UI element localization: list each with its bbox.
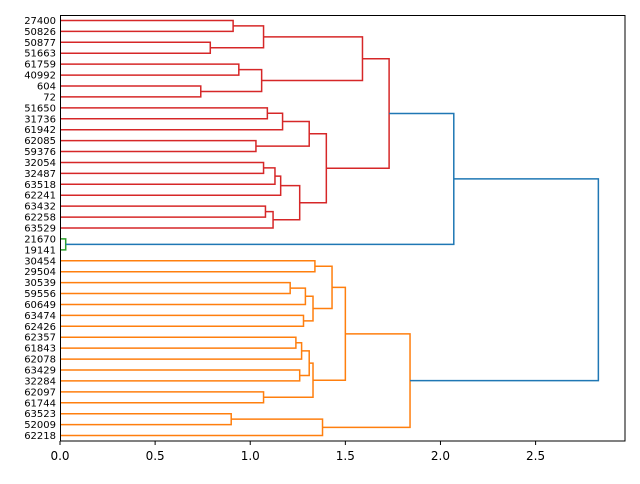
dendrogram-link (273, 184, 301, 221)
leaf-label: 50877 (24, 38, 56, 49)
leaf-label: 50826 (24, 27, 56, 38)
leaf-label: 60649 (24, 300, 56, 311)
leaf-label: 63529 (24, 224, 56, 235)
leaf-label: 63432 (24, 202, 56, 213)
leaf-label: 59376 (24, 147, 56, 158)
dendrogram-link (65, 112, 455, 246)
leaf-label: 32487 (24, 169, 56, 180)
dendrogram-link (60, 167, 276, 186)
dendrogram-link (60, 391, 265, 404)
leaf-label: 62078 (24, 355, 56, 366)
dendrogram-link (60, 107, 269, 120)
axes-frame (60, 15, 626, 442)
dendrogram-link (410, 178, 600, 382)
leaf-label: 62258 (24, 213, 56, 224)
leaf-label: 61843 (24, 344, 56, 355)
dendrogram-link (60, 205, 267, 218)
leaf-label: 61744 (24, 398, 56, 409)
dendrogram-link (60, 19, 234, 33)
leaf-label: 32054 (24, 158, 56, 169)
dendrogram-link (60, 260, 316, 273)
leaf-label: 62426 (24, 322, 56, 333)
x-axis-ticks: 0.0 0.5 1.0 1.5 2.0 2.5 (50, 441, 545, 463)
leaf-label: 21670 (24, 234, 56, 245)
leaf-label: 32284 (24, 376, 56, 387)
leaf-label: 30454 (24, 256, 56, 267)
dendrogram-link (60, 336, 297, 349)
dendrogram-link (303, 295, 314, 322)
dendrogram-link (299, 133, 328, 204)
leaf-label: 51663 (24, 49, 56, 60)
leaf-label: 72 (43, 92, 56, 103)
leaf-label: 29504 (24, 267, 56, 278)
dendrogram-link (60, 112, 284, 131)
dendrogram-link (210, 25, 265, 49)
dendrogram-link (60, 63, 240, 76)
dendrogram-link (200, 68, 263, 93)
dendrogram-links (60, 19, 600, 437)
dendrogram-link (60, 341, 303, 360)
dendrogram-link (326, 57, 390, 170)
leaf-label: 51650 (24, 103, 56, 114)
leaf-label: 30539 (24, 278, 56, 289)
leaf-label: 604 (37, 82, 56, 93)
leaf-label: 61942 (24, 125, 56, 136)
leaf-label: 63523 (24, 409, 56, 420)
leaf-label: 19141 (24, 245, 56, 256)
x-tick-label: 0.0 (50, 449, 69, 463)
leaf-label: 61759 (24, 60, 56, 71)
leaf-label: 31736 (24, 114, 56, 125)
leaf-label: 62085 (24, 136, 56, 147)
dendrogram-link (60, 314, 305, 328)
leaf-label: 27400 (24, 16, 56, 27)
x-tick-label: 0.5 (146, 449, 165, 463)
dendrogram-link (261, 36, 364, 82)
x-tick-label: 2.5 (526, 449, 545, 463)
dendrogram-link (263, 362, 314, 399)
leaf-label: 40992 (24, 71, 56, 82)
dendrogram-link (313, 265, 333, 310)
dendrogram-link (60, 175, 282, 196)
dendrogram-link (313, 286, 347, 381)
dendrogram-link (60, 139, 257, 153)
leaf-label: 62357 (24, 333, 56, 344)
leaf-label: 63474 (24, 311, 56, 322)
leaf-label: 52009 (24, 420, 56, 431)
dendrogram-link (60, 369, 301, 382)
x-tick-label: 2.0 (431, 449, 450, 463)
leaf-label: 62241 (24, 191, 56, 202)
leaf-label: 63429 (24, 366, 56, 377)
dendrogram-link (60, 418, 324, 437)
dendrogram-link (60, 281, 291, 295)
dendrogram-link (60, 161, 265, 175)
dendrogram-link (60, 85, 202, 98)
dendrogram-link (60, 287, 307, 306)
dendrogram-link (60, 41, 212, 54)
leaf-label: 59556 (24, 289, 56, 300)
leaf-label: 63518 (24, 180, 56, 191)
leaf-label: 62097 (24, 387, 56, 398)
dendrogram-link (60, 210, 274, 229)
leaf-label: 62218 (24, 431, 56, 442)
leaf-labels: 2740050826508775166361759409926047251650… (24, 16, 56, 442)
x-tick-label: 1.0 (241, 449, 260, 463)
x-tick-label: 1.5 (336, 449, 355, 463)
dendrogram-link (60, 412, 232, 426)
